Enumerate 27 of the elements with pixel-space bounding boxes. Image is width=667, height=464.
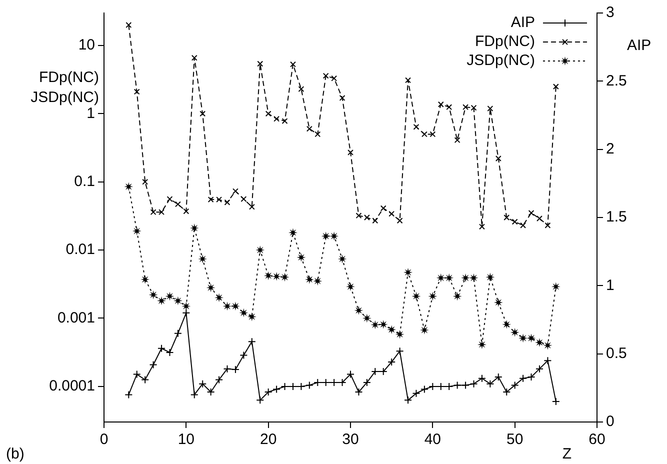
x-tick-label: 30	[342, 431, 359, 448]
y-tick-label: 0.001	[57, 309, 95, 326]
y2-tick-label: 2.5	[606, 72, 627, 90]
x-tick-label: 40	[424, 431, 442, 448]
y-tick-label: 0.1	[74, 173, 95, 190]
y2-tick-label: 1.5	[606, 208, 627, 226]
y-tick-label: 10	[78, 36, 95, 54]
y2-tick-label: 0	[606, 413, 614, 430]
legend-label: FDp(NC)	[475, 33, 535, 50]
text: (b)	[6, 446, 24, 463]
legend-label: AIP	[510, 14, 535, 32]
y-tick-label: 1	[86, 104, 95, 122]
y2-tick-label: 3	[606, 4, 614, 22]
x-tick-label: 0	[100, 431, 108, 448]
legend-label: JSDp(NC)	[466, 52, 535, 70]
x-tick-label: 50	[506, 431, 524, 448]
y-axis-title: FDp(NC) JSDp(NC)	[30, 69, 99, 106]
x-axis-title: Z	[562, 446, 572, 463]
y2-axis-title: AIP	[627, 37, 652, 54]
y-tick-label: 0.0001	[49, 378, 95, 394]
x-tick-label: 10	[178, 431, 195, 448]
x-tick-label: 20	[260, 431, 277, 448]
y2-tick-label: 2	[606, 140, 614, 158]
x-tick-label: 60	[588, 431, 606, 448]
y-tick-label: 0.01	[66, 241, 95, 258]
y2-tick-label: 0.5	[606, 344, 627, 362]
y2-tick-label: 1	[606, 276, 614, 294]
